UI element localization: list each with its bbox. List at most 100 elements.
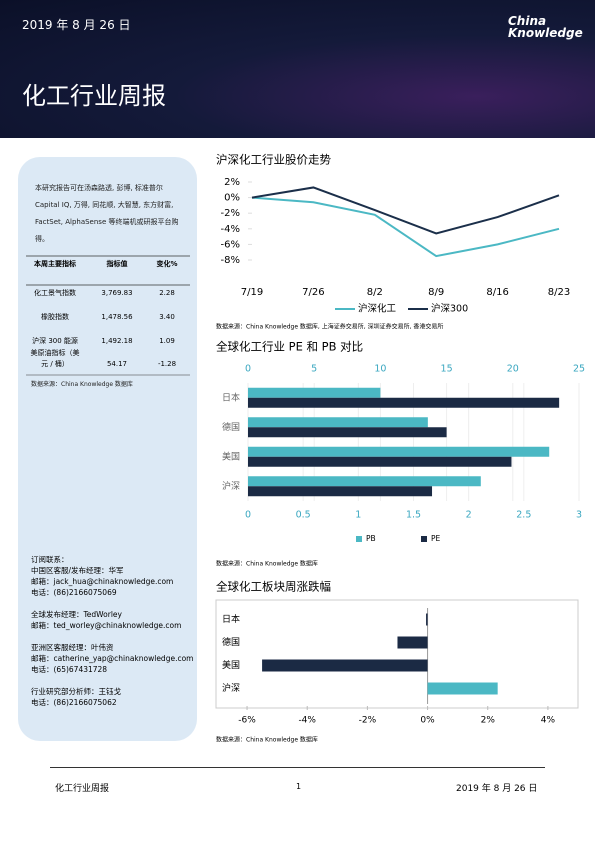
contact-line: 邮箱：catherine_yap@chinaknowledge.com: [31, 654, 194, 663]
table-header: 变化%: [156, 260, 178, 268]
x-tick-label: 4%: [541, 716, 556, 726]
contact-line: 中国区客服/发布经理：华军: [31, 566, 124, 575]
intro: 本研究报告可在汤森路透, 彭博, 标准普尔 Capital IQ, 万得, 同花…: [35, 184, 179, 243]
contact-line: 订阅联系：: [31, 555, 69, 564]
x-tick-label: 2%: [481, 716, 496, 726]
x-tick-label: 1.5: [406, 510, 421, 521]
bar: [248, 397, 560, 408]
bar: [248, 486, 433, 497]
contact-line: 邮箱：ted_worley@chinaknowledge.com: [31, 621, 182, 630]
x-tick-label: 8/16: [486, 287, 508, 298]
footer-title: 化工行业周报: [55, 784, 110, 794]
bar: [248, 417, 428, 428]
x-tick-label: 20: [507, 364, 519, 375]
x-tick-label: -2%: [359, 716, 377, 726]
logo-text: Knowledge: [508, 26, 583, 40]
x-tick-label: 0: [245, 364, 251, 375]
x-tick-label: 8/9: [428, 287, 444, 298]
header: 2019 年 8 月 26 日 China Knowledge 化工行业周报: [0, 0, 595, 138]
contact-line: 电话：(86)2166075062: [31, 698, 117, 707]
x-tick-label: 0: [245, 510, 251, 521]
y-tick-label: 沪深: [222, 480, 240, 492]
y-tick-label: 日本: [222, 613, 240, 625]
chart-source: 数据来源：China Knowledge 数据库: [216, 560, 318, 568]
legend-swatch: [421, 536, 427, 542]
x-tick-label: -4%: [298, 716, 316, 726]
chart-source: 数据来源：China Knowledge 数据库: [216, 736, 318, 744]
legend-swatch: [356, 536, 362, 542]
table-cell: -1.28: [157, 360, 177, 368]
contact-line: 行业研究部分析师：王钰戈: [31, 687, 121, 696]
x-tick-label: -6%: [238, 716, 256, 726]
line: [251, 196, 560, 258]
x-tick-label: 2: [466, 510, 472, 521]
x-tick-label: 15: [441, 364, 453, 375]
line: [251, 186, 560, 235]
x-tick-label: 5: [311, 364, 317, 375]
x-tick-label: 8/23: [548, 287, 570, 298]
logo: China Knowledge: [508, 15, 583, 39]
chart-title: 全球化工行业 PE 和 PB 对比: [216, 340, 363, 354]
legend-label: PE: [431, 534, 441, 543]
x-tick-label: 2.5: [516, 510, 531, 521]
table-cell: 54.17: [106, 360, 128, 368]
legend-label: 沪深300: [431, 303, 468, 315]
y-tick-label: 日本: [222, 391, 240, 403]
table-cell: 美原油指标（美元 / 桶）: [30, 349, 80, 368]
contact-line: 电话：(65)67431728: [31, 665, 108, 674]
x-tick-label: 0.5: [296, 510, 311, 521]
y-tick-label: 德国: [222, 636, 240, 648]
sidebar: [18, 157, 197, 741]
y-tick-label: 美国: [222, 659, 240, 671]
x-tick-label: 1: [355, 510, 361, 521]
x-tick-label: 10: [374, 364, 386, 375]
contact-line: 邮箱：jack_hua@chinaknowledge.com: [31, 577, 174, 586]
title: 化工行业周报: [22, 82, 166, 110]
footer-rule: [50, 767, 545, 768]
bar: [248, 427, 447, 438]
x-tick-label: 8/2: [367, 287, 383, 298]
date: 2019 年 8 月 26 日: [22, 18, 131, 32]
x-tick-label: 0%: [420, 716, 435, 726]
bar: [427, 682, 498, 695]
contact-line: 亚洲区客服经理：叶伟资: [31, 643, 114, 652]
y-tick-label: 德国: [222, 421, 240, 433]
chart-frame: [215, 599, 579, 709]
bar: [248, 446, 550, 457]
bar: [262, 659, 428, 672]
y-tick-label: 0%: [224, 193, 240, 204]
x-tick-label: 7/19: [241, 287, 263, 298]
source: 数据来源：China Knowledge 数据库: [31, 381, 133, 388]
table-cell: 3.40: [159, 313, 175, 321]
chart-title: 全球化工板块周涨跌幅: [216, 580, 331, 594]
y-tick-label: -8%: [221, 255, 240, 266]
y-tick-label: -2%: [221, 208, 240, 219]
x-tick-label: 3: [576, 510, 582, 521]
y-tick-label: -6%: [221, 239, 240, 250]
chart-title: 沪深化工行业股价走势: [216, 153, 331, 167]
y-tick-label: 沪深: [222, 682, 240, 694]
bar: [248, 456, 512, 467]
logo-text: China: [508, 14, 547, 28]
table-header: 指标值: [106, 260, 128, 268]
table-cell: 沪深 300 能源: [32, 337, 78, 345]
contact-line: 全球发布经理：TedWorley: [31, 610, 122, 619]
table-cell: 1,492.18: [101, 337, 133, 345]
contact-line: 电话：(86)2166075069: [31, 588, 117, 597]
table-cell: 1.09: [159, 337, 175, 345]
table-cell: 1,478.56: [101, 313, 133, 321]
x-tick-label: 25: [573, 364, 585, 375]
x-tick-label: 7/26: [302, 287, 324, 298]
bar: [248, 387, 381, 398]
y-tick-label: -4%: [221, 224, 240, 235]
table-header: 本周主要指标: [34, 260, 76, 268]
y-tick-label: 美国: [222, 450, 240, 462]
chart-source: 数据来源：China Knowledge 数据库, 上海证券交易所, 深圳证券交…: [216, 323, 443, 331]
bar: [397, 636, 428, 649]
y-tick-label: 2%: [224, 177, 240, 188]
footer-date: 2019 年 8 月 26 日: [456, 784, 538, 794]
page-number: 1: [296, 782, 302, 791]
table-cell: 橡胶指数: [41, 313, 69, 321]
